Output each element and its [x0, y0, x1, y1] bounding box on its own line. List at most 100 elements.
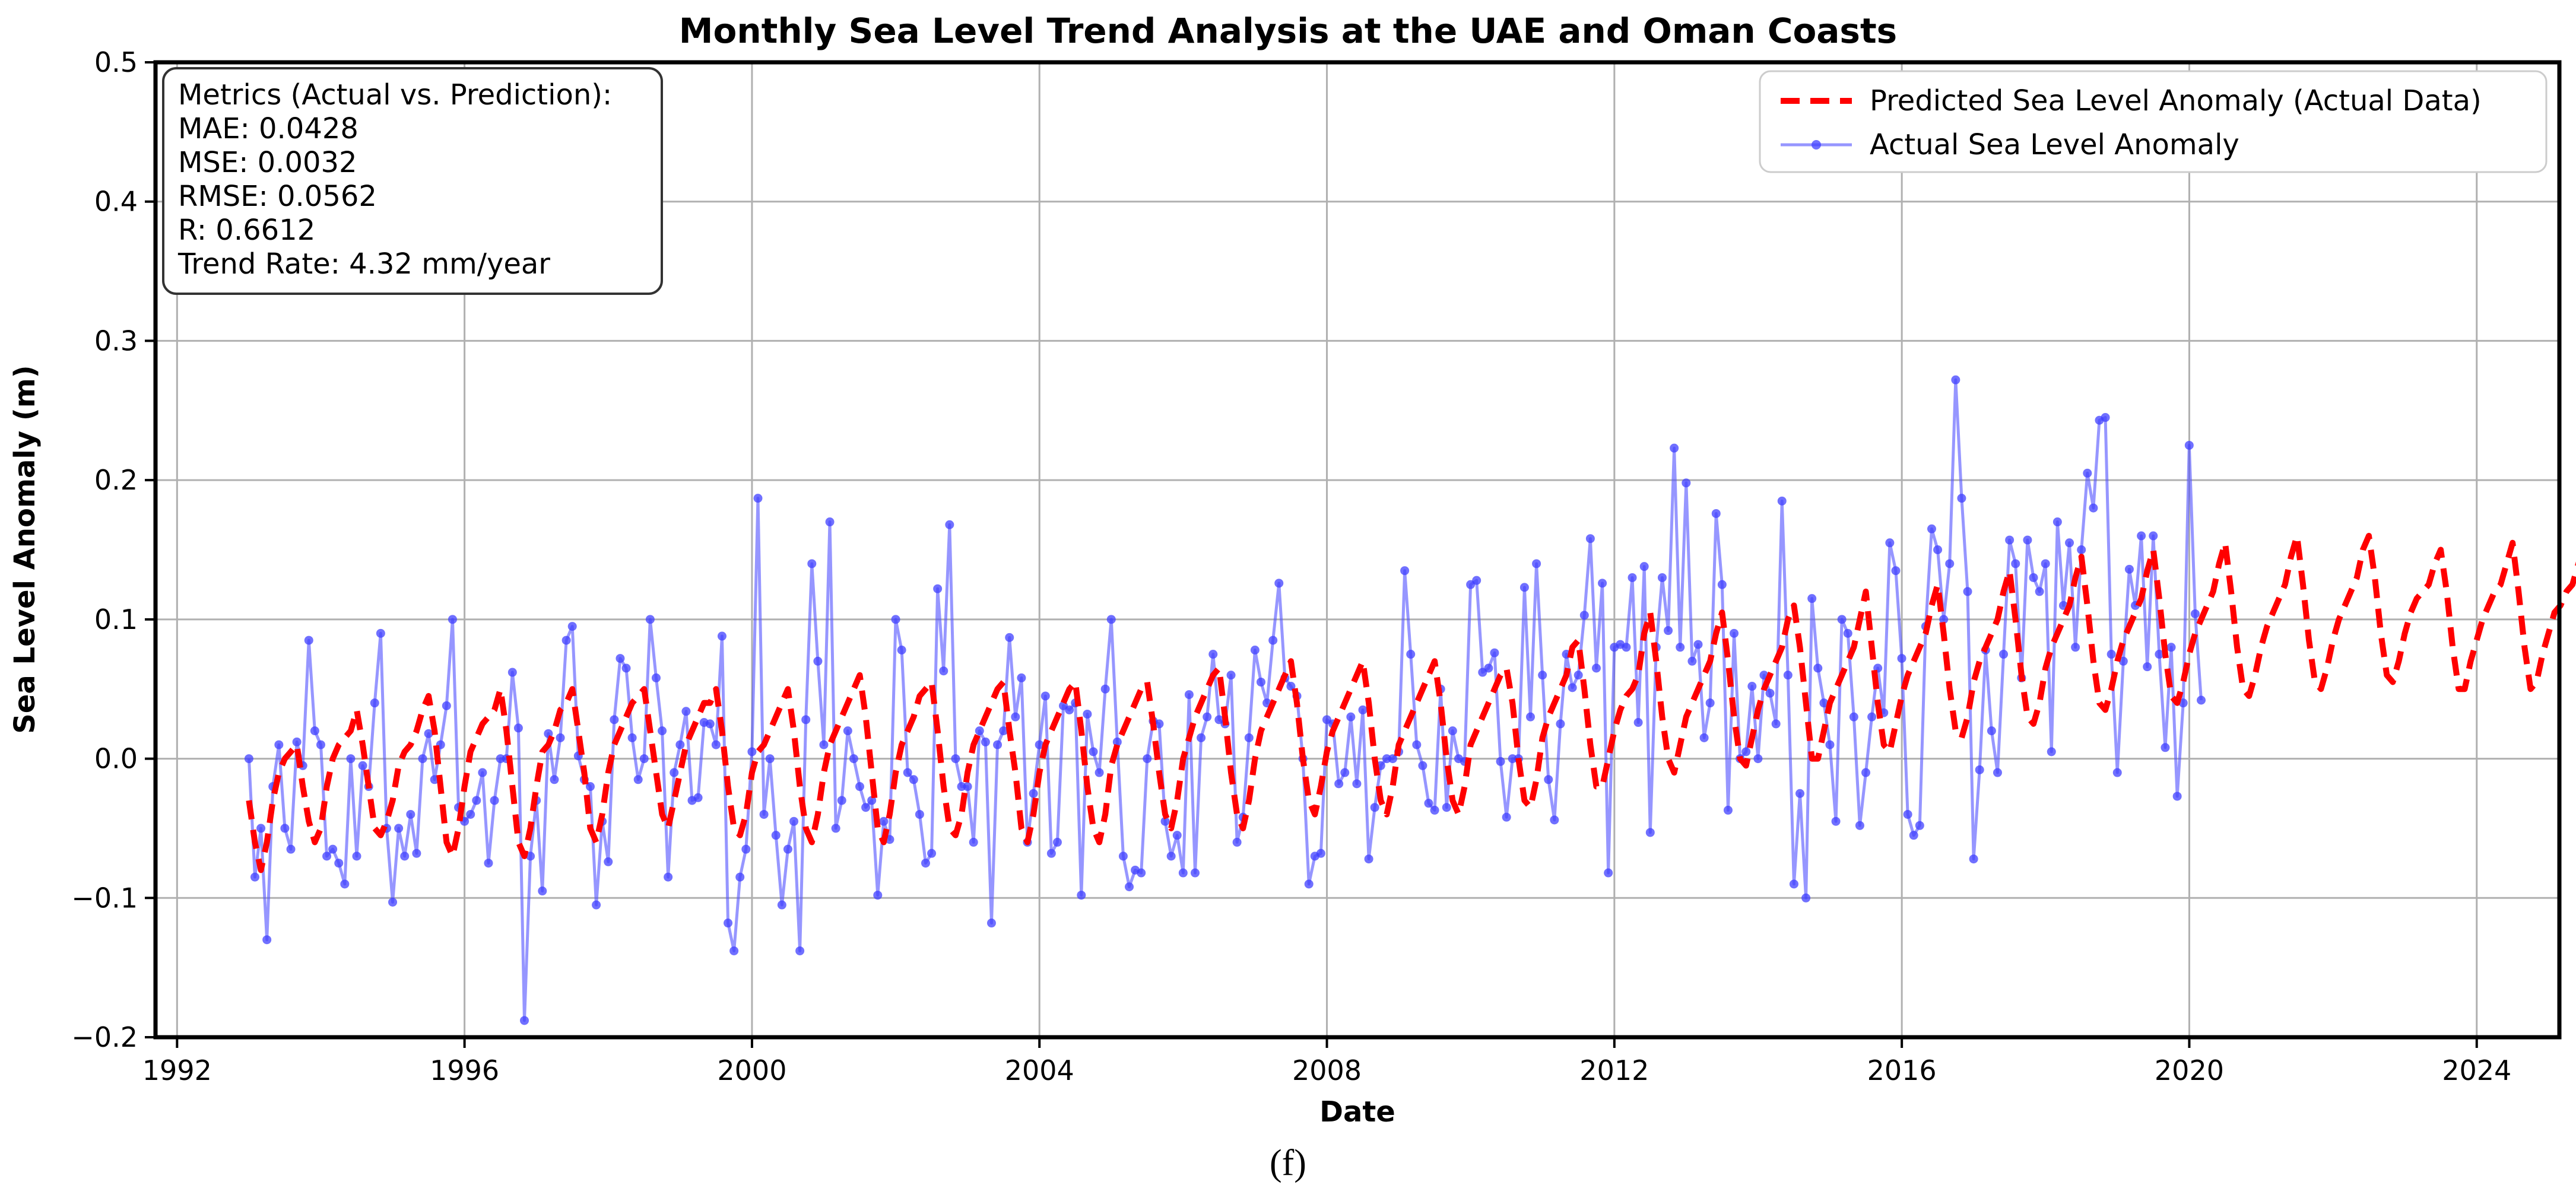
actual-point — [903, 768, 912, 777]
actual-point — [1166, 851, 1176, 861]
actual-point — [759, 809, 769, 819]
actual-point — [561, 636, 571, 645]
actual-point — [1035, 740, 1044, 749]
actual-point — [639, 754, 649, 764]
actual-point — [1532, 559, 1541, 568]
actual-point — [993, 740, 1003, 749]
actual-point — [1891, 566, 1901, 576]
actual-point — [352, 851, 361, 861]
actual-point — [1963, 587, 1972, 596]
actual-point — [358, 761, 367, 770]
actual-point — [2052, 517, 2062, 527]
actual-point — [418, 754, 427, 764]
actual-point — [1160, 816, 1170, 826]
actual-point — [1831, 816, 1841, 826]
actual-point — [1670, 443, 1679, 453]
actual-point — [658, 726, 667, 736]
actual-point — [592, 900, 601, 910]
actual-point — [520, 1016, 529, 1025]
actual-point — [1639, 562, 1649, 571]
actual-point — [1795, 789, 1805, 798]
actual-point — [1975, 765, 1984, 774]
actual-point — [1951, 375, 1960, 385]
actual-point — [855, 782, 865, 792]
actual-point — [873, 891, 883, 900]
actual-point — [1556, 719, 1565, 729]
actual-point — [1095, 768, 1104, 777]
x-tick-label: 2012 — [1579, 1054, 1649, 1086]
actual-point — [837, 796, 846, 805]
actual-point — [1568, 683, 1577, 692]
actual-point — [1598, 579, 1607, 588]
actual-point — [304, 636, 313, 645]
x-tick-label: 2016 — [1867, 1054, 1937, 1086]
actual-point — [1502, 812, 1511, 822]
actual-point — [550, 775, 559, 784]
actual-point — [310, 726, 319, 736]
actual-point — [1622, 643, 1631, 652]
series-actual-line — [247, 378, 2203, 1022]
actual-point — [1837, 615, 1847, 624]
actual-point — [1364, 854, 1373, 864]
actual-point — [2112, 768, 2122, 777]
y-tick-label: 0.5 — [94, 46, 138, 78]
actual-point — [448, 615, 457, 624]
actual-point — [1029, 789, 1038, 798]
actual-point — [795, 946, 805, 955]
actual-point — [645, 615, 655, 624]
actual-point — [1885, 538, 1895, 548]
metrics-r: R: 0.6612 — [178, 214, 315, 247]
actual-point — [1544, 775, 1553, 784]
x-axis-label: Date — [1319, 1095, 1395, 1129]
figure-caption: (f) — [1270, 1143, 1306, 1183]
y-tick-label: 0.2 — [94, 464, 138, 496]
actual-point — [670, 768, 679, 777]
actual-point — [1579, 611, 1589, 620]
actual-point — [747, 747, 757, 757]
actual-point — [801, 715, 811, 725]
actual-point — [1448, 726, 1457, 736]
actual-point — [813, 656, 823, 666]
y-axis-label: Sea Level Anomaly (m) — [8, 365, 42, 733]
actual-point — [334, 859, 344, 868]
y-tick-label: 0.0 — [94, 743, 138, 775]
actual-point — [340, 879, 350, 889]
actual-point — [1915, 821, 1924, 830]
actual-point — [1203, 712, 1212, 722]
actual-point — [975, 726, 984, 736]
legend-label-predicted: Predicted Sea Level Anomaly (Actual Data… — [1870, 84, 2482, 117]
actual-point — [2155, 650, 2164, 659]
legend-marker-actual — [1812, 140, 1821, 150]
actual-point — [1687, 656, 1697, 666]
actual-point — [1197, 733, 1206, 742]
x-tick-label: 1996 — [430, 1054, 499, 1086]
actual-point — [807, 559, 817, 568]
actual-point — [1412, 740, 1422, 749]
actual-point — [1442, 803, 1451, 812]
actual-point — [585, 782, 595, 792]
actual-point — [1807, 594, 1817, 603]
x-tick-label: 1992 — [142, 1054, 212, 1086]
actual-point — [1430, 805, 1439, 815]
actual-point — [490, 796, 499, 805]
actual-point — [831, 824, 840, 833]
actual-point — [717, 631, 727, 641]
actual-point — [1316, 849, 1325, 858]
actual-point — [1591, 663, 1601, 673]
actual-point — [1730, 628, 1739, 638]
actual-point — [1400, 566, 1410, 576]
actual-point — [951, 754, 960, 764]
actual-point — [1244, 733, 1254, 742]
actual-point — [2023, 535, 2032, 545]
actual-point — [1178, 868, 1188, 878]
chart-title: Monthly Sea Level Trend Analysis at the … — [679, 11, 1897, 51]
actual-point — [1125, 882, 1134, 892]
actual-point — [1346, 712, 1356, 722]
actual-point — [406, 809, 415, 819]
actual-point — [1232, 837, 1242, 847]
actual-point — [1813, 663, 1823, 673]
actual-point — [777, 900, 786, 910]
actual-point — [1118, 851, 1128, 861]
actual-point — [1250, 645, 1260, 654]
actual-point — [1819, 698, 1829, 708]
